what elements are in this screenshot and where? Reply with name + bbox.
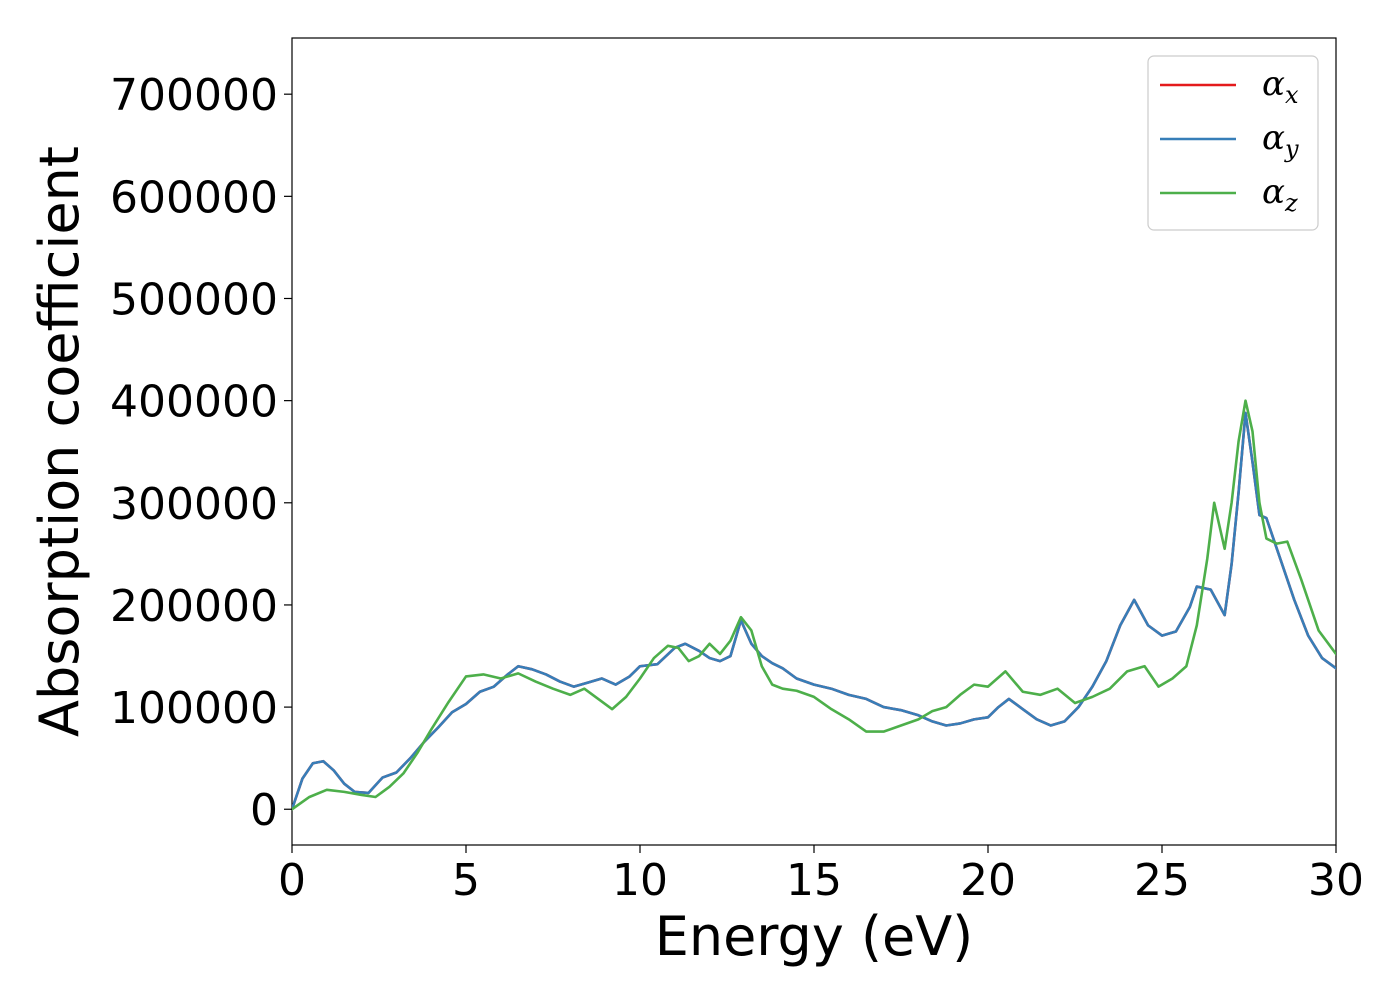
legend-box xyxy=(1147,55,1319,231)
y-tick-label: 500000 xyxy=(110,274,278,325)
y-tick-label: 300000 xyxy=(110,479,278,530)
x-tick-label: 20 xyxy=(960,855,1016,906)
series-line-y xyxy=(292,411,1336,811)
x-axis-title: Energy (eV) xyxy=(655,905,974,968)
x-tick-label: 30 xyxy=(1308,855,1364,906)
y-tick-label: 200000 xyxy=(110,581,278,632)
y-tick-label: 600000 xyxy=(110,172,278,223)
legend-label: αz xyxy=(1262,172,1298,217)
plot-area: 0 5 10 15 20 25 30 0 100000 200000 300000 400000 50… xyxy=(110,37,1364,906)
legend-item-x[interactable]: αx xyxy=(1160,64,1299,109)
y-tick-label: 700000 xyxy=(110,70,278,121)
legend[interactable]: αx αy αz xyxy=(1147,55,1319,231)
series-line-z xyxy=(292,399,1336,811)
legend-item-z[interactable]: αz xyxy=(1160,172,1298,217)
x-tick-label: 0 xyxy=(278,855,306,906)
series-layer xyxy=(292,399,1336,811)
x-tick-label: 5 xyxy=(452,855,480,906)
y-axis-ticks: 0 100000 200000 300000 400000 500000 600000 700… xyxy=(110,70,292,836)
x-axis-ticks: 0 5 10 15 20 25 30 xyxy=(278,845,1364,906)
legend-items: αx αy αz xyxy=(1160,64,1299,217)
y-tick-label: 100000 xyxy=(110,683,278,734)
x-tick-label: 10 xyxy=(612,855,668,906)
y-tick-label: 0 xyxy=(250,785,278,836)
legend-item-y[interactable]: αy xyxy=(1160,118,1299,163)
x-tick-label: 25 xyxy=(1134,855,1190,906)
x-tick-label: 15 xyxy=(786,855,842,906)
legend-label: αy xyxy=(1262,118,1299,163)
legend-label: αx xyxy=(1262,64,1299,109)
y-axis-title: Absorption coefficient xyxy=(28,146,91,737)
y-tick-label: 400000 xyxy=(110,377,278,428)
